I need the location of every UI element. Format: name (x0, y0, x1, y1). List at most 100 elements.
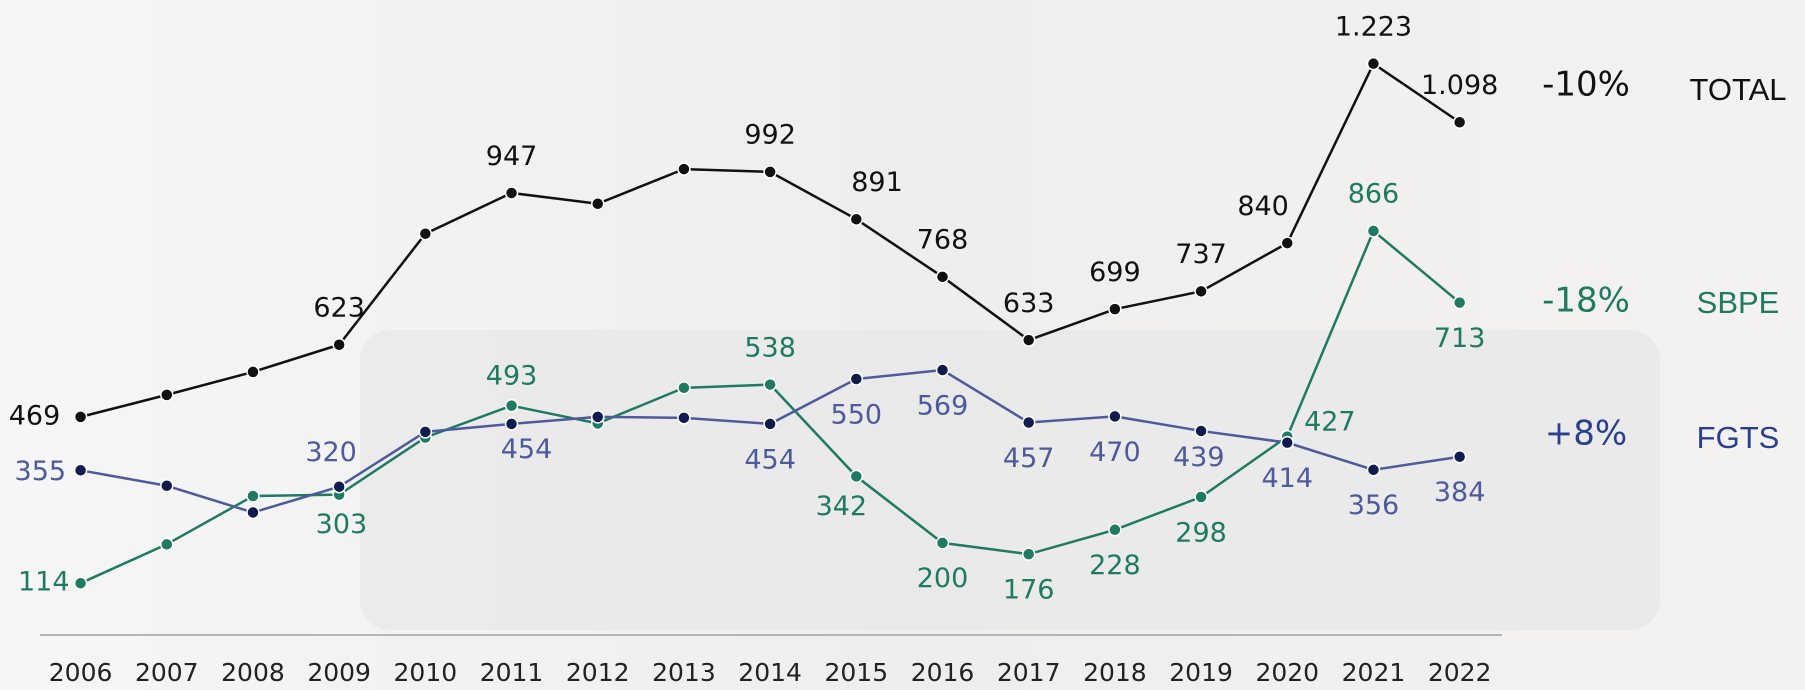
backdrop-sofa (360, 330, 1660, 630)
data-label: 303 (316, 509, 368, 540)
data-point (677, 162, 691, 176)
data-label: 633 (1003, 288, 1055, 319)
data-label: 342 (816, 491, 868, 522)
data-point (160, 479, 174, 493)
x-tick-label: 2010 (394, 658, 458, 687)
data-point (160, 388, 174, 402)
data-point (763, 377, 777, 392)
data-point (73, 576, 88, 590)
series-change: -10% (1542, 65, 1630, 105)
data-label: 891 (851, 167, 903, 198)
data-label: 493 (486, 360, 538, 391)
data-point (1108, 302, 1122, 316)
x-tick-label: 2012 (566, 658, 630, 687)
data-label: 768 (917, 225, 969, 256)
data-label: 469 (9, 400, 61, 431)
data-label: 623 (313, 293, 365, 324)
data-point (1194, 284, 1208, 299)
data-label: 457 (1003, 443, 1055, 474)
data-label: 713 (1434, 323, 1486, 354)
legend-label: FGTS (1697, 420, 1780, 455)
x-tick-label: 2015 (824, 658, 888, 687)
data-point (935, 536, 950, 550)
x-tick-label: 2022 (1428, 658, 1492, 687)
data-label: 1.098 (1421, 70, 1498, 101)
data-label: 550 (831, 399, 883, 430)
data-label: 228 (1089, 550, 1141, 581)
data-label: 176 (1003, 574, 1055, 605)
data-label: 470 (1089, 437, 1141, 468)
data-label: 200 (917, 563, 969, 594)
data-point (504, 417, 519, 431)
data-point (1452, 115, 1467, 129)
data-point (332, 479, 346, 494)
data-point (763, 165, 777, 179)
data-point (849, 469, 864, 484)
x-tick-label: 2019 (1169, 658, 1233, 687)
data-label: 355 (15, 456, 67, 487)
x-tick-label: 2016 (911, 658, 975, 687)
data-label: 414 (1261, 463, 1313, 494)
x-tick-label: 2017 (997, 658, 1061, 687)
x-tick-label: 2018 (1083, 658, 1147, 687)
data-point (1452, 295, 1467, 310)
data-point (1194, 490, 1208, 504)
data-label: 538 (744, 332, 796, 363)
data-point (590, 410, 605, 424)
data-label: 992 (744, 120, 796, 151)
x-tick-label: 2009 (307, 658, 371, 687)
data-point (677, 381, 691, 395)
data-label: 114 (18, 567, 70, 598)
data-point (1021, 333, 1036, 347)
data-point (504, 186, 519, 200)
legend-label: SBPE (1697, 285, 1780, 320)
data-point (246, 365, 260, 379)
data-point (504, 398, 519, 413)
legend-label: TOTAL (1689, 72, 1786, 107)
data-point (1108, 409, 1122, 424)
data-point (418, 425, 433, 439)
data-point (1280, 236, 1295, 250)
data-point (849, 372, 864, 386)
data-point (1366, 463, 1381, 477)
data-label: 569 (917, 390, 969, 421)
data-point (1452, 449, 1467, 464)
data-point (418, 226, 433, 241)
data-label: 454 (501, 434, 553, 465)
series-change: +8% (1545, 414, 1627, 454)
data-label: 454 (744, 444, 796, 475)
series-change: -18% (1542, 281, 1630, 321)
data-label: 439 (1173, 442, 1225, 473)
data-point (246, 505, 260, 520)
data-point (1021, 547, 1036, 561)
data-point (160, 537, 174, 552)
x-tick-label: 2007 (135, 658, 199, 687)
data-label: 866 (1348, 179, 1400, 210)
data-point (849, 212, 864, 226)
data-point (677, 411, 691, 425)
x-tick-label: 2006 (49, 658, 113, 687)
data-label: 298 (1175, 517, 1227, 548)
data-point (246, 489, 260, 503)
x-tick-label: 2020 (1255, 658, 1319, 687)
data-point (1366, 56, 1381, 71)
data-point (1108, 523, 1122, 537)
data-point (1366, 224, 1381, 238)
data-point (935, 270, 950, 284)
data-label: 737 (1175, 239, 1227, 270)
data-point (1021, 415, 1036, 430)
x-tick-label: 2014 (738, 658, 802, 687)
data-label: 384 (1434, 477, 1486, 508)
data-point (763, 417, 777, 431)
data-point (935, 363, 950, 377)
data-label: 427 (1304, 406, 1356, 437)
x-tick-label: 2013 (652, 658, 716, 687)
x-tick-label: 2008 (221, 658, 285, 687)
x-tick-label: 2021 (1342, 658, 1406, 687)
data-label: 699 (1089, 257, 1141, 288)
data-point (1194, 424, 1208, 438)
data-label: 840 (1237, 191, 1289, 222)
data-label: 947 (486, 141, 538, 172)
data-point (73, 463, 88, 478)
